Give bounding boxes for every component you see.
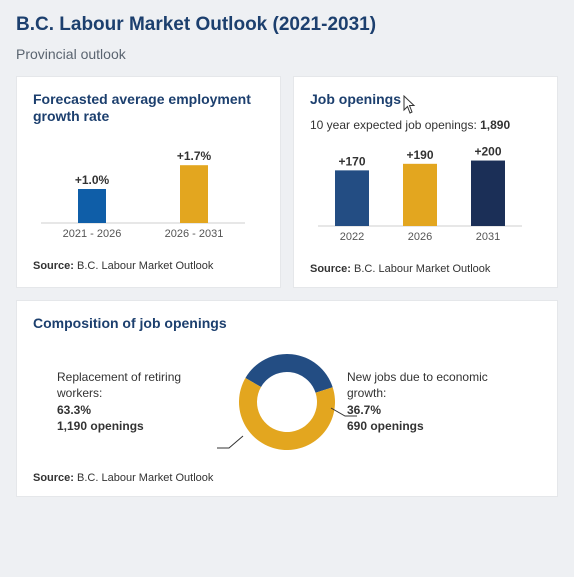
- openings-note: 10 year expected job openings: 1,890: [310, 118, 541, 132]
- openings-source-text: B.C. Labour Market Outlook: [354, 263, 490, 275]
- growth-card: Forecasted average employment growth rat…: [16, 76, 281, 288]
- donut-left-openings: 1,190 openings: [57, 418, 227, 434]
- donut-right-openings: 690 openings: [347, 418, 517, 434]
- growth-chart: +1.0% 2021 - 2026 +1.7% 2026 - 2031: [33, 135, 264, 250]
- svg-text:+190: +190: [406, 148, 433, 162]
- openings-note-value: 1,890: [480, 118, 510, 132]
- openings-chart: +170 2022 +190 2026 +200 2031: [310, 138, 541, 253]
- svg-text:2021 - 2026: 2021 - 2026: [63, 228, 122, 240]
- svg-text:2022: 2022: [340, 231, 364, 243]
- composition-donut-chart: [227, 342, 347, 462]
- top-row: Forecasted average employment growth rat…: [16, 76, 558, 288]
- openings-bar-chart: +170 2022 +190 2026 +200 2031: [310, 138, 530, 248]
- growth-source-text: B.C. Labour Market Outlook: [77, 260, 213, 272]
- svg-text:+1.7%: +1.7%: [177, 149, 212, 163]
- openings-note-prefix: 10 year expected job openings:: [310, 118, 480, 132]
- svg-text:2026: 2026: [408, 231, 432, 243]
- page-root: B.C. Labour Market Outlook (2021-2031) P…: [0, 0, 574, 511]
- donut-right-pct: 36.7%: [347, 402, 517, 418]
- openings-source-label: Source:: [310, 263, 351, 275]
- growth-source: Source: B.C. Labour Market Outlook: [33, 260, 264, 272]
- donut-label-left: Replacement of retiring workers: 63.3% 1…: [57, 369, 227, 434]
- composition-body: Replacement of retiring workers: 63.3% 1…: [33, 342, 541, 462]
- composition-source: Source: B.C. Labour Market Outlook: [33, 472, 541, 484]
- page-subtitle: Provincial outlook: [16, 46, 558, 62]
- svg-text:+170: +170: [338, 154, 365, 168]
- donut-label-right: New jobs due to economic growth: 36.7% 6…: [347, 369, 517, 434]
- donut-left-pct: 63.3%: [57, 402, 227, 418]
- svg-text:+200: +200: [474, 144, 501, 158]
- composition-source-text: B.C. Labour Market Outlook: [77, 472, 213, 484]
- page-title: B.C. Labour Market Outlook (2021-2031): [16, 14, 558, 36]
- donut-left-text: Replacement of retiring workers:: [57, 369, 227, 401]
- composition-card: Composition of job openings Replacement …: [16, 300, 558, 497]
- growth-card-title: Forecasted average employment growth rat…: [33, 91, 264, 125]
- openings-card: Job openings 10 year expected job openin…: [293, 76, 558, 288]
- svg-text:2031: 2031: [476, 231, 500, 243]
- svg-text:+1.0%: +1.0%: [75, 173, 110, 187]
- svg-text:2026 - 2031: 2026 - 2031: [165, 228, 224, 240]
- composition-source-label: Source:: [33, 472, 74, 484]
- growth-source-label: Source:: [33, 260, 74, 272]
- openings-card-title: Job openings: [310, 91, 541, 108]
- openings-source: Source: B.C. Labour Market Outlook: [310, 263, 541, 275]
- donut-right-text: New jobs due to economic growth:: [347, 369, 517, 401]
- growth-bar-chart: +1.0% 2021 - 2026 +1.7% 2026 - 2031: [33, 135, 253, 245]
- composition-title: Composition of job openings: [33, 315, 541, 332]
